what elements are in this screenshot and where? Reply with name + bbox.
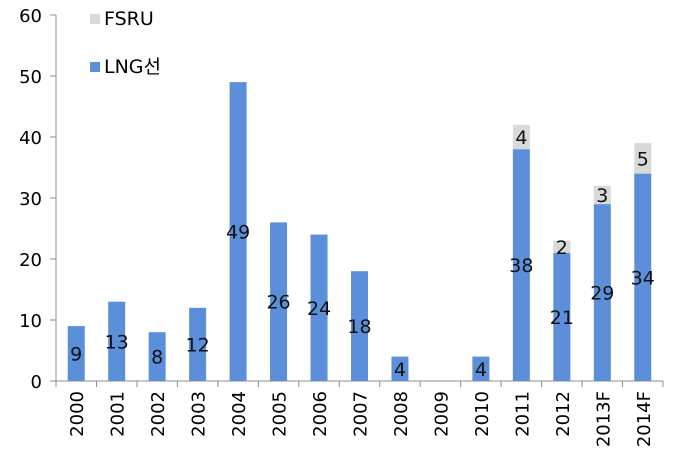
legend-label-lng: LNG선 — [104, 56, 161, 78]
y-tick-label: 60 — [19, 6, 42, 27]
data-label-lng-2013F: 29 — [590, 283, 614, 305]
bar-lng-2000 — [67, 326, 85, 381]
bar-lng-2002 — [148, 332, 166, 381]
data-label-lng-2005: 26 — [266, 292, 290, 314]
bar-lng-2014F — [634, 173, 652, 381]
data-label-lng-2010: 4 — [475, 359, 487, 381]
bar-lng-2004 — [229, 82, 247, 381]
data-label-lng-2004: 49 — [226, 222, 250, 244]
x-tick-label: 2006 — [310, 391, 331, 437]
data-label-lng-2000: 9 — [70, 344, 82, 366]
data-label-fsru-2014F: 5 — [637, 148, 649, 170]
data-label-lng-2007: 18 — [347, 316, 371, 338]
bar-lng-2008 — [391, 356, 409, 381]
bar-fsru-2011 — [512, 124, 530, 150]
x-tick-label: 2003 — [189, 391, 210, 437]
data-label-fsru-2012: 2 — [556, 237, 568, 259]
bar-fsru-2013F — [593, 185, 611, 205]
y-tick-label: 40 — [19, 128, 42, 149]
x-tick-label: 2014F — [634, 391, 655, 447]
legend-swatch-fsru — [90, 14, 100, 24]
x-tick-label: 2001 — [108, 391, 129, 437]
legend: FSRU LNG선 — [90, 8, 161, 78]
data-label-lng-2001: 13 — [105, 331, 129, 353]
data-label-fsru-2013F: 3 — [596, 185, 608, 207]
bar-lng-2013F — [593, 204, 611, 381]
bar-lng-2011 — [512, 149, 530, 381]
bar-lng-2003 — [189, 307, 207, 381]
bar-lng-2010 — [472, 356, 490, 381]
x-tick-label: 2013F — [593, 391, 614, 447]
x-tick-label: 2011 — [512, 391, 533, 437]
bars — [67, 82, 652, 381]
data-label-lng-2002: 8 — [151, 347, 163, 369]
data-label-lng-2003: 12 — [186, 334, 210, 356]
y-tick-label: 30 — [19, 189, 42, 210]
bar-fsru-2012 — [553, 240, 571, 253]
data-labels: 9 13 8 12 49 26 24 18 4 4 38 4 21 2 29 3 34 5 — [70, 127, 655, 381]
bar-lng-2001 — [108, 301, 126, 381]
y-tick-label: 20 — [19, 250, 42, 271]
bar-lng-2007 — [351, 271, 368, 381]
x-tick-label: 2002 — [148, 391, 169, 437]
legend-label-fsru: FSRU — [104, 8, 154, 30]
y-tick-label: 50 — [19, 67, 42, 88]
y-tick-label: 10 — [19, 311, 42, 332]
x-tick-label: 2004 — [229, 391, 250, 437]
x-tick-label: 2007 — [351, 391, 372, 437]
x-tick-label: 2000 — [67, 391, 88, 437]
bar-lng-2005 — [270, 222, 288, 381]
data-label-fsru-2011: 4 — [515, 127, 527, 149]
x-tick-label: 2010 — [472, 391, 493, 437]
x-tick-label: 2012 — [553, 391, 574, 437]
data-label-lng-2012: 21 — [550, 307, 574, 329]
data-label-lng-2011: 38 — [509, 255, 533, 277]
legend-swatch-lng — [90, 62, 100, 72]
x-tick-label: 2008 — [391, 391, 412, 437]
y-axis: 0 10 20 30 40 50 60 — [19, 6, 57, 393]
data-label-lng-2006: 24 — [307, 298, 331, 320]
bar-lng-2012 — [553, 252, 571, 381]
data-label-lng-2014F: 34 — [631, 267, 655, 289]
x-tick-label: 2009 — [431, 391, 452, 437]
x-tick-label: 2005 — [270, 391, 291, 437]
x-axis: 2000 2001 2002 2003 2004 2005 2006 2007 2008 2009… — [55, 380, 664, 447]
y-tick-label: 0 — [31, 372, 42, 393]
bar-lng-2006 — [310, 234, 328, 381]
bar-fsru-2014F — [634, 143, 652, 174]
data-label-lng-2008: 4 — [394, 359, 406, 381]
